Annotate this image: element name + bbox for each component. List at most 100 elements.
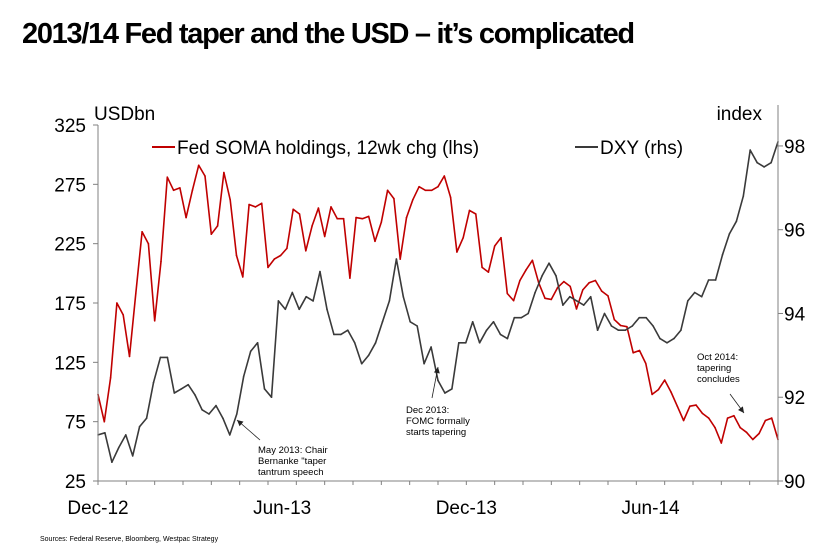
- soma-holdings-point: [481, 266, 483, 269]
- dxy-point: [582, 304, 585, 306]
- soma-holdings-point: [487, 271, 490, 273]
- soma-holdings-point: [745, 431, 748, 434]
- soma-holdings-point: [292, 208, 295, 211]
- soma-holdings-point: [770, 417, 773, 419]
- annotation-line: tapering: [697, 363, 731, 374]
- dxy-point: [687, 300, 689, 302]
- dxy-point: [125, 434, 127, 436]
- soma-holdings-point: [355, 216, 357, 219]
- soma-holdings-point: [682, 419, 685, 422]
- dxy-point: [569, 295, 571, 298]
- right-tick-label: 90: [784, 472, 805, 493]
- annotation-arrowhead-may13: [237, 420, 244, 427]
- dxy-point: [770, 161, 772, 164]
- soma-holdings-point: [223, 171, 225, 174]
- dxy-point: [707, 279, 710, 281]
- soma-holdings-point: [594, 279, 597, 282]
- dxy-point: [451, 388, 453, 390]
- soma-holdings-point: [166, 176, 169, 178]
- annotation-line: starts tapering: [406, 427, 466, 438]
- soma-holdings-point: [588, 282, 590, 284]
- left-tick-label: 25: [65, 472, 86, 493]
- dxy-point: [714, 279, 717, 281]
- left-tick-label: 325: [54, 116, 86, 137]
- soma-holdings-point: [317, 207, 320, 209]
- dxy-point: [631, 325, 634, 327]
- soma-holdings-point: [286, 247, 288, 250]
- soma-holdings-point: [531, 259, 534, 262]
- legend-label-dxy: DXY (rhs): [600, 138, 683, 159]
- dxy-point: [284, 308, 287, 311]
- dxy-point: [742, 195, 745, 197]
- dxy-point: [506, 337, 509, 340]
- soma-holdings-point: [550, 298, 553, 301]
- dxy-point: [589, 295, 592, 298]
- soma-holdings-point: [626, 325, 628, 328]
- dxy-point: [763, 166, 765, 168]
- source-note: Sources: Federal Reserve, Bloomberg, Wes…: [40, 536, 219, 543]
- soma-holdings-point: [197, 164, 200, 167]
- soma-holdings-point: [179, 187, 181, 189]
- annotation-oct14: Oct 2014: tapering concludes: [697, 352, 740, 385]
- dxy-point: [749, 149, 751, 151]
- soma-holdings-point: [160, 260, 162, 263]
- annotation-arrowhead-oct14: [738, 406, 744, 413]
- dxy-point: [208, 413, 210, 415]
- soma-holdings-point: [361, 217, 364, 220]
- dxy-point: [520, 316, 523, 319]
- dxy-point: [444, 392, 446, 394]
- dxy-point: [680, 329, 682, 332]
- soma-holdings-point: [670, 391, 672, 393]
- annotation-line: FOMC formally: [406, 416, 470, 427]
- dxy-point: [104, 432, 106, 434]
- dxy-point: [673, 337, 675, 340]
- soma-holdings-point: [430, 189, 433, 192]
- soma-holdings-point: [128, 355, 131, 358]
- soma-holdings-point: [600, 290, 603, 292]
- dxy-point: [215, 404, 217, 407]
- soma-holdings-point: [191, 189, 194, 192]
- dxy-point: [756, 161, 758, 164]
- soma-holdings-point: [298, 213, 301, 215]
- soma-holdings-point: [122, 314, 124, 316]
- soma-holdings-point: [260, 202, 263, 205]
- soma-holdings-point: [248, 203, 250, 206]
- dxy-point: [735, 220, 738, 223]
- soma-holdings-point: [619, 324, 622, 327]
- soma-holdings-point: [575, 308, 578, 310]
- soma-holdings-point: [109, 377, 112, 379]
- dxy-point: [693, 291, 696, 294]
- soma-holdings-point: [493, 245, 496, 247]
- dxy-point: [291, 291, 294, 294]
- dxy-point: [409, 321, 412, 323]
- soma-holdings-point: [632, 352, 634, 354]
- soma-holdings-point: [116, 302, 118, 304]
- soma-holdings-point: [506, 292, 509, 295]
- dxy-point: [527, 312, 529, 315]
- dxy-point: [277, 300, 280, 302]
- dxy-point: [187, 383, 189, 386]
- dxy-point: [333, 333, 335, 336]
- soma-holdings-point: [204, 175, 206, 177]
- soma-holdings-point: [380, 221, 383, 224]
- left-tick-label: 175: [54, 294, 86, 315]
- dxy-point: [159, 356, 162, 359]
- soma-holdings-point: [147, 242, 150, 245]
- dxy-point: [416, 325, 419, 327]
- dxy-point: [360, 362, 363, 365]
- soma-holdings-point: [607, 295, 609, 297]
- dxy-point: [437, 379, 439, 382]
- right-tick-label: 92: [784, 388, 805, 409]
- dxy-point: [624, 329, 627, 332]
- dxy-point: [562, 304, 564, 306]
- soma-holdings-point: [468, 209, 471, 212]
- soma-holdings-point: [500, 236, 502, 239]
- soma-holdings-point: [418, 185, 420, 188]
- dxy-point: [111, 461, 113, 464]
- soma-holdings-point: [412, 199, 414, 201]
- soma-holdings-point: [613, 318, 616, 321]
- soma-holdings-point: [462, 236, 465, 239]
- dxy-point: [534, 291, 536, 294]
- soma-holdings-point: [242, 276, 244, 278]
- soma-holdings-point: [726, 417, 729, 419]
